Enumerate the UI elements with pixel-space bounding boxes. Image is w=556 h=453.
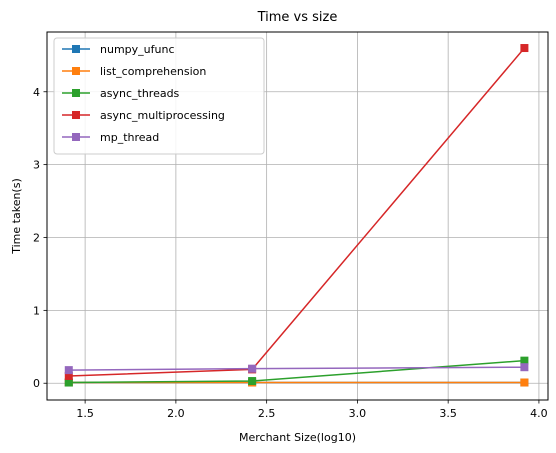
legend-label-mp_thread: mp_thread [100,131,159,144]
legend-label-numpy_ufunc: numpy_ufunc [100,43,175,56]
plot-frame [46,31,549,401]
data-point-async_threads [520,356,529,365]
x-tick-label: 2.0 [167,407,185,420]
x-tick-label: 3.0 [349,407,367,420]
x-axis-label: Merchant Size(log10) [239,431,356,444]
data-point-mp_thread [64,366,73,375]
legend-marker-list_comprehension [72,67,80,75]
series-layer [64,44,529,387]
data-point-async_threads [248,377,257,386]
y-tick-label: 2 [33,231,40,244]
data-point-async_multiprocessing [520,44,529,53]
data-point-async_multiprocessing [64,371,73,380]
data-point-mp_thread [248,364,257,373]
x-tick-label: 1.5 [76,407,94,420]
chart-title: Time vs size [257,10,338,25]
x-tick-label: 3.5 [439,407,457,420]
legend-label-async_multiprocessing: async_multiprocessing [100,109,225,122]
legend: numpy_ufunc list_comprehension async_threa… [53,37,265,155]
legend-marker-async_multiprocessing [72,111,80,119]
legend-box [53,37,265,155]
data-point-mp_thread [520,363,529,372]
y-tick-label: 3 [33,159,40,172]
legend-marker-mp_thread [72,133,80,141]
data-point-list_comprehension [520,378,529,387]
data-point-async_threads [64,378,73,387]
legend-marker-async_threads [72,89,80,97]
ticks: 1.5 2.0 2.5 3.0 3.5 4.0 0 1 2 3 4 [33,86,548,420]
y-axis-label: Time taken(s) [10,178,23,255]
legend-marker-numpy_ufunc [72,45,80,53]
x-tick-label: 2.5 [258,407,276,420]
legend-label-async_threads: async_threads [100,87,180,100]
y-tick-label: 0 [33,377,40,390]
y-tick-label: 4 [33,86,40,99]
series-line-mp_thread [68,366,525,371]
x-tick-label: 4.0 [530,407,548,420]
series-line-async_threads [68,359,525,384]
y-tick-label: 1 [33,304,40,317]
legend-label-list_comprehension: list_comprehension [100,65,206,78]
